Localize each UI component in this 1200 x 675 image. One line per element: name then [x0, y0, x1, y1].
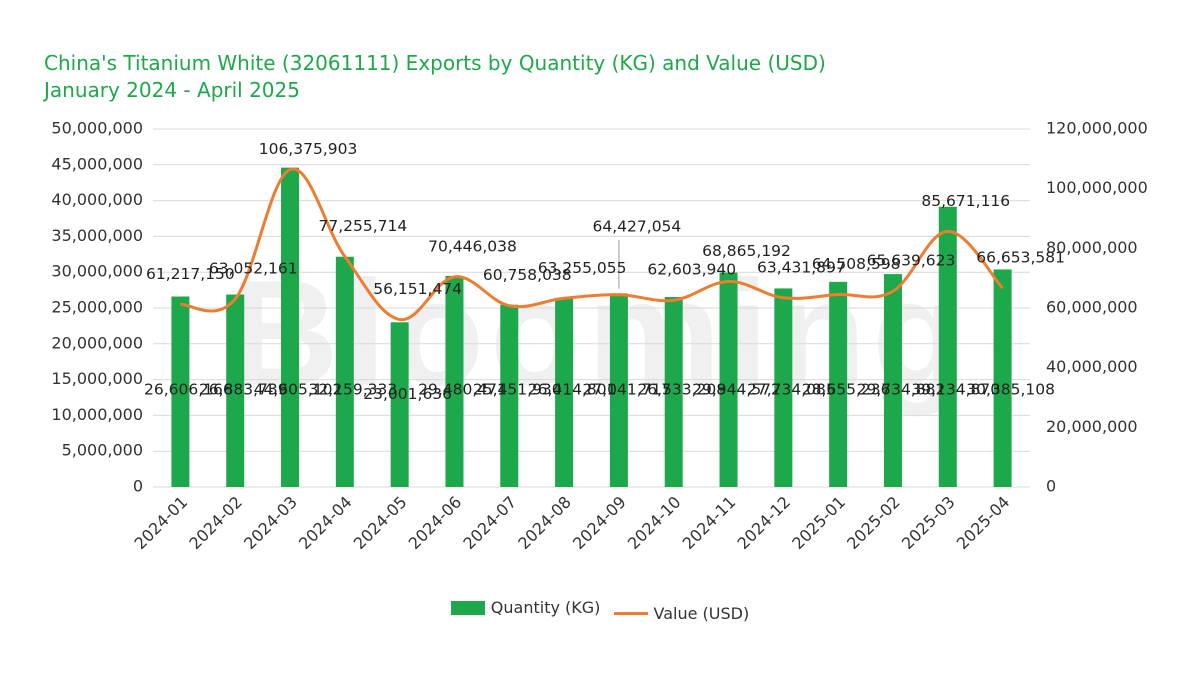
bar-quantity: [445, 275, 464, 487]
line-data-label: 85,671,116: [921, 192, 1010, 210]
line-data-label: 63,255,055: [538, 259, 627, 277]
bar-data-label: 26,606,166: [144, 381, 233, 399]
chart-title-block: China's Titanium White (32061111) Export…: [44, 50, 826, 104]
line-data-label: 64,427,054: [593, 218, 682, 236]
x-tick-label: 2025-01: [788, 492, 849, 553]
bar-quantity: [609, 293, 628, 487]
line-data-label: 64,508,598: [812, 255, 901, 273]
bar-data-label: 44,605,102: [254, 381, 343, 399]
line-data-label: 65,639,623: [867, 252, 956, 270]
bar-data-label: 26,883,739: [199, 381, 288, 399]
x-tick-label: 2024-12: [733, 492, 794, 553]
bar-data-label: 27,041,717: [583, 381, 672, 399]
y-left-tick-label: 20,000,000: [51, 333, 143, 352]
bar-data-label: 39,134,870: [911, 381, 1000, 399]
bar-data-label: 26,533,208: [637, 381, 726, 399]
y-right-tick-label: 120,000,000: [1046, 119, 1148, 138]
bar-quantity: [335, 256, 354, 487]
x-tick-label: 2024-09: [569, 492, 630, 553]
x-tick-label: 2024-05: [350, 492, 411, 553]
bar-quantity: [226, 294, 245, 487]
line-data-label: 62,603,940: [647, 261, 736, 279]
x-tick-label: 2024-06: [405, 492, 466, 553]
legend-item-value[interactable]: Value (USD): [613, 603, 750, 623]
y-left-tick-label: 50,000,000: [51, 119, 143, 138]
bar-quantity: [171, 296, 190, 487]
line-data-label: 70,446,038: [428, 237, 517, 255]
legend-line-swatch: [613, 611, 648, 615]
bar-data-label: 32,159,333: [308, 381, 397, 399]
x-tick-label: 2024-11: [679, 492, 740, 553]
x-tick-label: 2024-03: [240, 492, 301, 553]
y-right-tick-label: 0: [1046, 477, 1056, 496]
x-tick-label: 2024-02: [185, 492, 246, 553]
y-right-tick-label: 20,000,000: [1046, 417, 1138, 436]
y-left-tick-label: 10,000,000: [51, 405, 143, 424]
x-tick-label: 2024-04: [295, 492, 356, 553]
x-tick-label: 2024-01: [131, 492, 192, 553]
legend-label-quantity: Quantity (KG): [490, 598, 601, 617]
bar-data-label: 28,655,236: [802, 381, 891, 399]
y-right-tick-label: 100,000,000: [1046, 178, 1148, 197]
bar-quantity: [390, 322, 409, 487]
y-left-tick-label: 30,000,000: [51, 262, 143, 281]
line-data-label: 56,151,474: [373, 280, 462, 298]
bar-quantity: [664, 297, 683, 487]
line-data-label: 63,052,161: [209, 259, 298, 277]
y-right-tick-label: 80,000,000: [1046, 238, 1138, 257]
bar-data-label: 25,451,930: [473, 381, 562, 399]
line-data-label: 60,758,038: [483, 266, 572, 284]
y-left-tick-label: 35,000,000: [51, 226, 143, 245]
bar-quantity: [500, 304, 519, 487]
x-tick-label: 2024-08: [514, 492, 575, 553]
chart-subtitle: January 2024 - April 2025: [44, 78, 300, 102]
bar-data-label: 23,001,636: [363, 385, 452, 403]
bar-data-label: 26,414,801: [528, 381, 617, 399]
chart-title: China's Titanium White (32061111) Export…: [44, 51, 826, 75]
line-data-label: 61,217,150: [146, 265, 235, 283]
bar-data-label: 29,944,572: [692, 381, 781, 399]
y-right-tick-label: 40,000,000: [1046, 357, 1138, 376]
chart-legend: Quantity (KG) Value (USD): [0, 598, 1200, 623]
y-left-tick-label: 15,000,000: [51, 369, 143, 388]
bar-quantity: [829, 281, 848, 487]
x-tick-label: 2025-04: [953, 492, 1014, 553]
bar-quantity: [774, 288, 793, 487]
legend-label-value: Value (USD): [653, 603, 750, 623]
x-tick-label: 2025-03: [898, 492, 959, 553]
bar-quantity: [555, 297, 574, 487]
y-left-tick-label: 40,000,000: [51, 190, 143, 209]
bar-data-label: 29,734,882: [857, 381, 946, 399]
x-tick-label: 2025-02: [843, 492, 904, 553]
bar-quantity: [938, 206, 957, 488]
bar-quantity: [719, 272, 738, 487]
bar-quantity: [883, 274, 902, 487]
bar-data-label: 30,385,108: [966, 381, 1055, 399]
bar-quantity: [993, 269, 1012, 487]
line-data-label: 106,375,903: [259, 140, 358, 158]
bar-quantity: [281, 167, 300, 487]
y-left-tick-label: 45,000,000: [51, 154, 143, 173]
line-data-label: 63,431,897: [757, 258, 846, 276]
x-tick-label: 2024-10: [624, 492, 685, 553]
x-tick-label: 2024-07: [459, 492, 520, 553]
y-left-tick-label: 5,000,000: [62, 441, 143, 460]
bar-data-label: 29,480,471: [418, 381, 507, 399]
bar-data-label: 27,734,085: [747, 381, 836, 399]
legend-bar-swatch: [450, 600, 485, 615]
line-data-label: 66,653,581: [976, 249, 1065, 267]
legend-item-quantity[interactable]: Quantity (KG): [450, 598, 601, 617]
line-data-label: 68,865,192: [702, 242, 791, 260]
y-left-tick-label: 0: [133, 477, 143, 496]
y-left-tick-label: 25,000,000: [51, 298, 143, 317]
y-right-tick-label: 60,000,000: [1046, 298, 1138, 317]
line-data-label: 77,255,714: [318, 217, 407, 235]
line-value: [180, 167, 1004, 321]
